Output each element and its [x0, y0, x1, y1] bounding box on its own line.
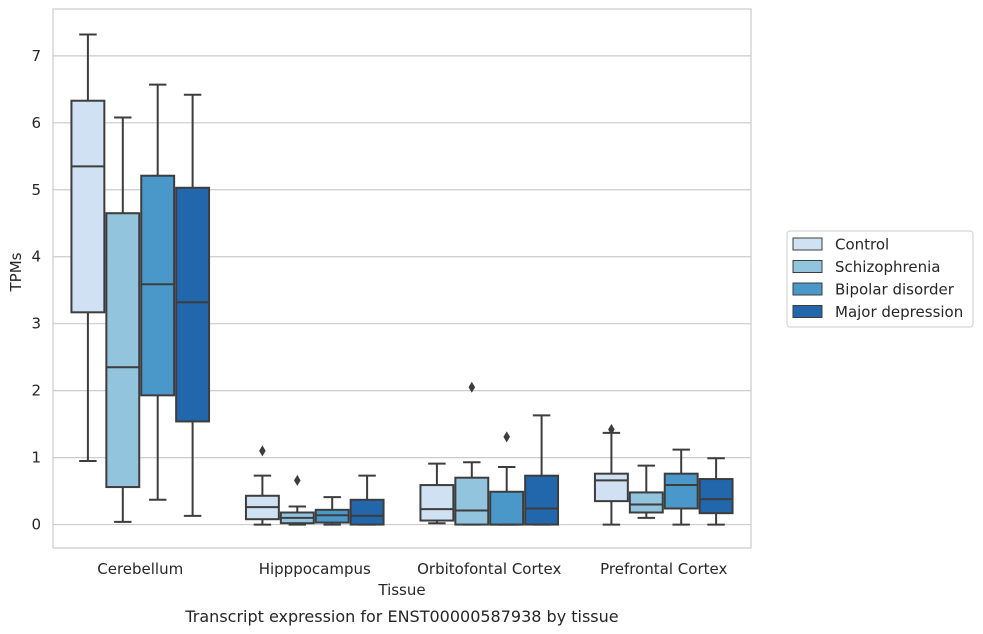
outlier-point [608, 423, 615, 435]
y-axis-label: TPMs [7, 252, 25, 292]
legend-label: Control [835, 236, 889, 254]
box-schizophrenia [628, 464, 664, 519]
legend-label: Schizophrenia [835, 258, 940, 276]
box-iqr [419, 484, 455, 522]
y-tick-label: 6 [31, 114, 41, 132]
box-major-depression [524, 414, 560, 526]
box-iqr [349, 498, 385, 526]
box-major-depression [349, 474, 385, 526]
box-iqr [105, 212, 141, 489]
box-iqr [593, 472, 629, 503]
y-tick-label: 7 [31, 47, 41, 65]
box-schizophrenia [454, 381, 490, 526]
box-schizophrenia [279, 474, 315, 526]
box-iqr [663, 472, 699, 510]
x-tick-label: Prefrontal Cortex [600, 560, 727, 578]
box-control [70, 33, 106, 462]
box-control [419, 462, 455, 525]
box-control [244, 445, 280, 526]
outlier-point [468, 381, 476, 393]
box-iqr [70, 99, 106, 314]
box-major-depression [698, 457, 734, 526]
chart-caption: Transcript expression for ENST0000058793… [184, 607, 618, 626]
y-tick-labels: 0 1 2 3 4 5 6 7 [31, 47, 41, 534]
x-tick-label: Hipppocampus [259, 560, 371, 578]
box-iqr [524, 474, 560, 526]
outlier-point [503, 431, 510, 443]
box-schizophrenia [105, 116, 141, 523]
box-iqr [175, 186, 211, 423]
box-iqr [628, 491, 664, 514]
box-iqr [698, 478, 734, 515]
x-tick-label: Cerebellum [97, 560, 183, 578]
legend-swatch [792, 237, 823, 251]
box-iqr [140, 174, 176, 397]
y-tick-label: 5 [31, 181, 41, 199]
legend-frame [786, 230, 974, 328]
box-iqr [489, 490, 525, 526]
outlier-point [259, 445, 266, 457]
outlier-point [294, 474, 301, 486]
box-control [593, 423, 629, 526]
box-bipolar-disorder [489, 431, 525, 526]
box-iqr [454, 476, 490, 526]
box-series-group [70, 33, 734, 526]
y-tick-label: 3 [31, 315, 41, 333]
legend-swatch [792, 282, 823, 296]
y-tick-label: 4 [31, 248, 41, 266]
x-tick-labels: Cerebellum Hipppocampus Orbitofontal Corte… [97, 560, 727, 578]
legend-swatch [792, 260, 823, 273]
x-tick-label: Orbitofontal Cortex [417, 560, 561, 578]
y-tick-label: 0 [31, 516, 41, 534]
plot-frame [52, 8, 752, 549]
box-bipolar-disorder [663, 448, 699, 526]
legend-label: Bipolar disorder [835, 281, 955, 299]
box-iqr [314, 508, 350, 524]
box-bipolar-disorder [140, 83, 176, 501]
y-tick-label: 2 [31, 382, 41, 400]
legend-swatch [792, 305, 823, 318]
legend-label: Major depression [835, 303, 963, 321]
y-tick-label: 1 [31, 449, 41, 467]
x-axis-label: Tissue [377, 581, 425, 599]
box-bipolar-disorder [314, 496, 350, 526]
box-major-depression [175, 93, 211, 517]
legend: Control Schizophrenia Bipolar disorder Majo… [786, 230, 974, 328]
